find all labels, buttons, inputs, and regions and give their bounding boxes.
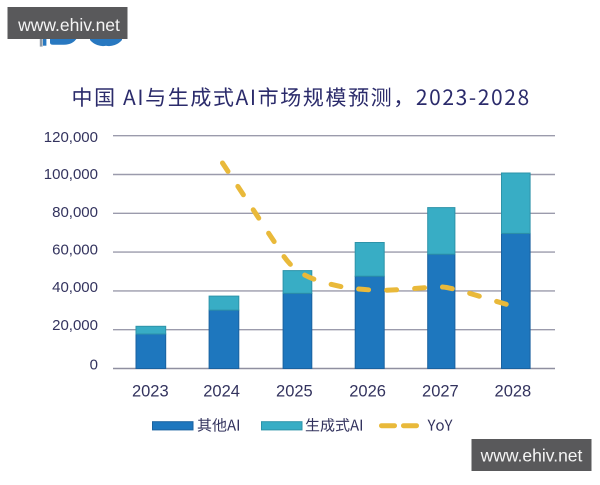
- svg-text:100,000: 100,000: [44, 166, 98, 183]
- svg-text:120,000: 120,000: [44, 129, 98, 146]
- svg-text:2025: 2025: [276, 383, 313, 401]
- svg-text:60,000: 60,000: [52, 242, 98, 259]
- svg-text:0: 0: [90, 357, 98, 374]
- svg-text:www.ehiv.net: www.ehiv.net: [17, 15, 120, 35]
- svg-text:20,000: 20,000: [52, 317, 98, 334]
- svg-text:40,000: 40,000: [52, 279, 98, 296]
- svg-text:www.ehiv.net: www.ehiv.net: [480, 446, 583, 466]
- svg-text:2028: 2028: [495, 383, 532, 401]
- svg-text:80,000: 80,000: [52, 204, 98, 221]
- svg-text:2024: 2024: [203, 383, 240, 401]
- svg-text:2027: 2027: [422, 383, 459, 401]
- svg-text:2026: 2026: [349, 383, 386, 401]
- svg-text:2023: 2023: [132, 383, 169, 401]
